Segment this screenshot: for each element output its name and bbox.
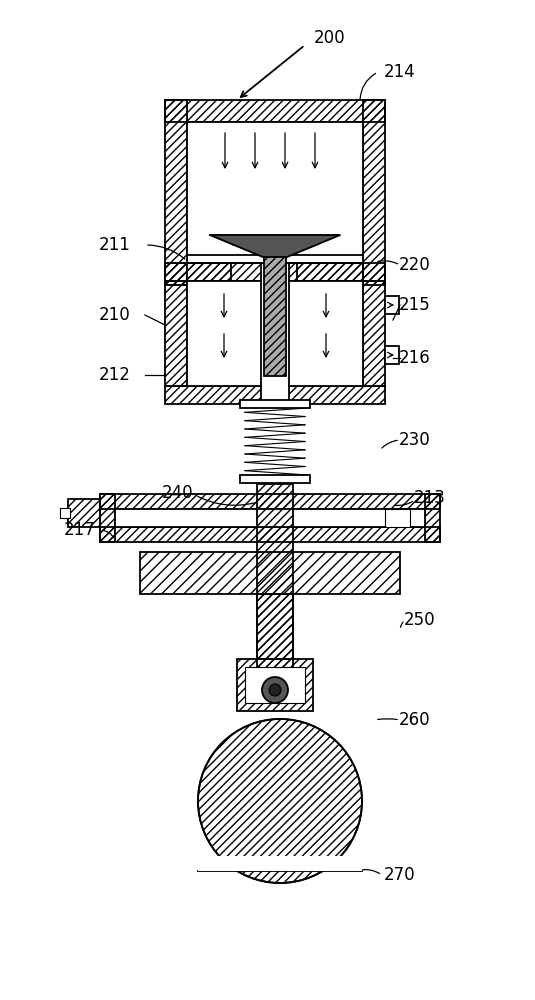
Bar xyxy=(385,346,399,364)
Bar xyxy=(363,281,385,386)
Bar xyxy=(257,484,293,684)
Bar xyxy=(297,263,363,285)
Bar xyxy=(165,100,187,285)
Text: 214: 214 xyxy=(384,63,416,81)
Bar xyxy=(425,494,440,542)
Bar xyxy=(187,122,363,255)
Bar xyxy=(115,509,425,527)
Bar xyxy=(100,494,440,509)
Bar xyxy=(385,296,399,314)
Bar xyxy=(165,263,231,285)
Bar xyxy=(187,281,261,386)
Bar xyxy=(245,667,305,703)
Bar xyxy=(289,281,363,386)
Text: 213: 213 xyxy=(414,489,446,507)
Text: 230: 230 xyxy=(399,431,431,449)
Text: 216: 216 xyxy=(399,349,431,367)
Bar xyxy=(68,499,100,527)
Text: 240: 240 xyxy=(162,484,194,502)
Bar xyxy=(237,659,313,711)
Bar xyxy=(100,494,115,542)
Bar xyxy=(165,386,261,404)
Bar xyxy=(363,100,385,285)
Bar xyxy=(198,856,362,871)
Bar xyxy=(289,263,385,281)
Circle shape xyxy=(269,684,281,696)
Bar xyxy=(257,594,293,659)
Bar xyxy=(165,281,187,386)
Bar xyxy=(289,386,385,404)
Text: 215: 215 xyxy=(399,296,431,314)
Text: 212: 212 xyxy=(99,366,131,384)
Text: 260: 260 xyxy=(399,711,431,729)
Text: 210: 210 xyxy=(99,306,131,324)
Circle shape xyxy=(262,677,288,703)
Bar xyxy=(165,100,385,122)
Text: 270: 270 xyxy=(384,866,416,884)
Bar xyxy=(60,508,70,518)
Text: 220: 220 xyxy=(399,256,431,274)
Bar xyxy=(140,552,400,594)
Bar xyxy=(100,527,440,542)
Bar xyxy=(264,257,286,376)
Bar xyxy=(240,400,310,408)
Text: 217: 217 xyxy=(64,521,96,539)
Text: 200: 200 xyxy=(314,29,346,47)
Text: 211: 211 xyxy=(99,236,131,254)
Bar xyxy=(240,475,310,483)
Polygon shape xyxy=(210,235,340,257)
Bar xyxy=(385,509,410,527)
Bar xyxy=(165,263,261,281)
Text: 250: 250 xyxy=(404,611,436,629)
